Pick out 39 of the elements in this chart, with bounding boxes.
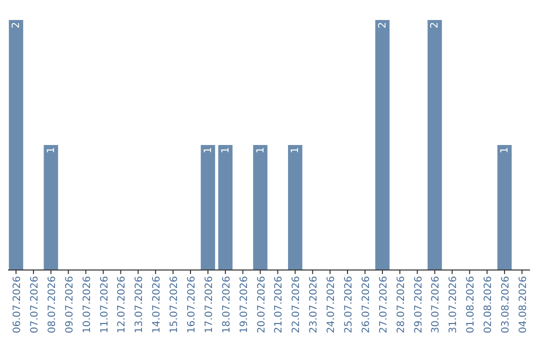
data-label: 1 <box>46 147 57 154</box>
x-tick-label: 08.07.2026 <box>46 276 58 334</box>
x-tick-label: 15.07.2026 <box>169 276 180 334</box>
x-tick-label: 26.07.2026 <box>360 276 372 334</box>
x-tick-label: 19.07.2026 <box>238 276 250 334</box>
x-tick-label: 30.07.2026 <box>430 276 442 334</box>
x-tick-label: 27.07.2026 <box>378 276 390 334</box>
x-tick-label: 25.07.2026 <box>344 276 355 334</box>
data-label: 1 <box>202 147 214 154</box>
x-tick-label: 20.07.2026 <box>256 276 268 334</box>
x-tick-label: 29.07.2026 <box>413 276 424 334</box>
x-tick-label: 14.07.2026 <box>152 276 163 334</box>
x-tick-label: 22.07.2026 <box>291 276 302 334</box>
x-tick-label: 21.07.2026 <box>274 276 285 334</box>
x-tick-label: 11.07.2026 <box>99 276 110 334</box>
x-tick-label: 01.08.2026 <box>466 276 477 334</box>
data-label: 1 <box>220 147 232 154</box>
x-tick-label: 09.07.2026 <box>64 276 76 334</box>
data-label: 2 <box>377 22 388 28</box>
data-label: 2 <box>11 22 22 28</box>
x-tick-label: 04.08.2026 <box>518 276 529 334</box>
x-tick-label: 13.07.2026 <box>134 276 146 334</box>
data-label: 1 <box>255 147 266 154</box>
data-label: 2 <box>430 22 441 28</box>
x-tick-label: 07.07.2026 <box>29 276 40 334</box>
x-tick-label: 02.08.2026 <box>483 276 494 334</box>
x-tick-label: 18.07.2026 <box>221 276 232 334</box>
data-label: 1 <box>500 147 511 154</box>
x-tick-label: 06.07.2026 <box>12 276 24 334</box>
x-tick-label: 23.07.2026 <box>308 276 320 334</box>
x-tick-label: 17.07.2026 <box>204 276 215 334</box>
x-tick-label: 28.07.2026 <box>396 276 407 334</box>
x-tick-label: 12.07.2026 <box>116 276 128 334</box>
x-tick-label: 31.07.2026 <box>448 276 460 334</box>
data-label: 1 <box>290 147 302 154</box>
x-tick-label: 16.07.2026 <box>186 276 198 334</box>
x-tick-label: 10.07.2026 <box>82 276 93 334</box>
x-tick-label: 24.07.2026 <box>326 276 338 334</box>
x-tick-label: 03.08.2026 <box>500 276 512 334</box>
